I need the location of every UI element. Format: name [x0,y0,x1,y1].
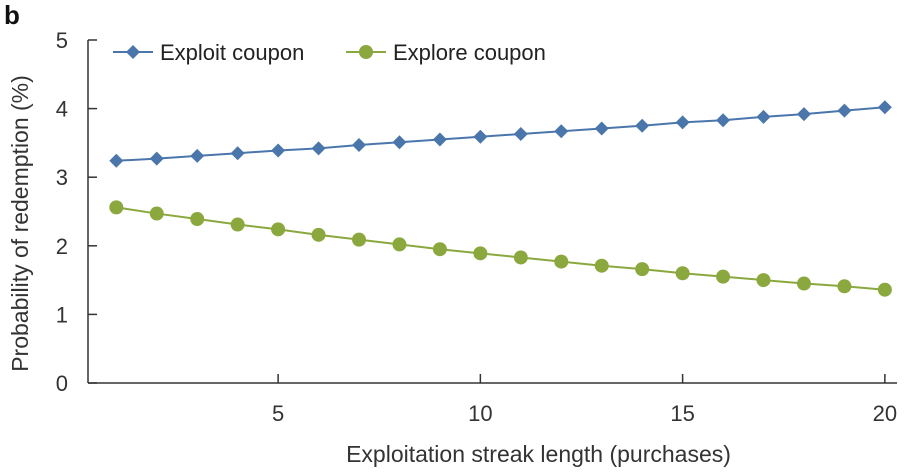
data-point [716,269,731,284]
data-point [837,279,852,294]
data-point [594,121,609,136]
data-point [271,222,286,237]
data-point [837,103,852,118]
y-tick-label: 0 [56,371,68,396]
x-tick-label: 10 [468,401,492,426]
data-point [594,258,609,273]
data-point [635,262,650,277]
x-tick-label: 20 [873,401,897,426]
data-point [756,109,771,124]
x-tick-label: 15 [670,401,694,426]
series-line [116,106,885,162]
data-point [513,126,528,141]
data-point [271,143,286,158]
legend-label: Explore coupon [393,40,546,65]
y-axis-label: Probability of redemption (%) [7,75,33,372]
ticks: 0 1 2 3 4 5 5 10 15 20 [56,28,897,426]
data-point [149,151,164,166]
legend-item: Exploit coupon [113,40,304,65]
data-point [392,135,407,150]
y-tick-label: 3 [56,165,68,190]
data-point [473,246,488,261]
y-tick-label: 5 [56,28,68,53]
y-tick-label: 4 [56,97,68,122]
data-point [554,254,569,269]
data-point [109,153,124,168]
x-tick-label: 5 [272,401,284,426]
data-point [554,124,569,139]
data-point [109,200,124,215]
data-point [432,242,447,257]
data-point [675,115,690,130]
data-point [352,232,367,247]
axes [87,40,897,384]
data-point [432,132,447,147]
data-point [190,148,205,163]
data-point [877,100,892,115]
data-point [149,206,164,221]
data-point [796,107,811,122]
x-axis-label: Exploitation streak length (purchases) [346,441,731,467]
y-tick-label: 2 [56,234,68,259]
series-exploit [109,100,892,168]
data-point [311,227,326,242]
data-point [230,146,245,161]
legend-label: Exploit coupon [160,40,304,65]
data-point [352,137,367,152]
series-explore [109,200,892,297]
data-point [796,276,811,291]
series-layer [109,100,892,297]
data-point [473,129,488,144]
data-point [392,237,407,252]
panel-label: b [4,0,20,30]
data-point [230,217,245,232]
data-point [513,250,528,265]
legend-marker [359,45,373,59]
y-tick-label: 1 [56,302,68,327]
legend-item: Explore coupon [346,40,546,65]
legend-marker [126,45,140,59]
data-point [675,266,690,281]
data-point [311,141,326,156]
data-point [716,113,731,128]
data-point [877,282,892,297]
data-point [635,118,650,133]
data-point [756,273,771,288]
data-point [190,212,205,227]
legend: Exploit coupon Explore coupon [113,40,546,65]
